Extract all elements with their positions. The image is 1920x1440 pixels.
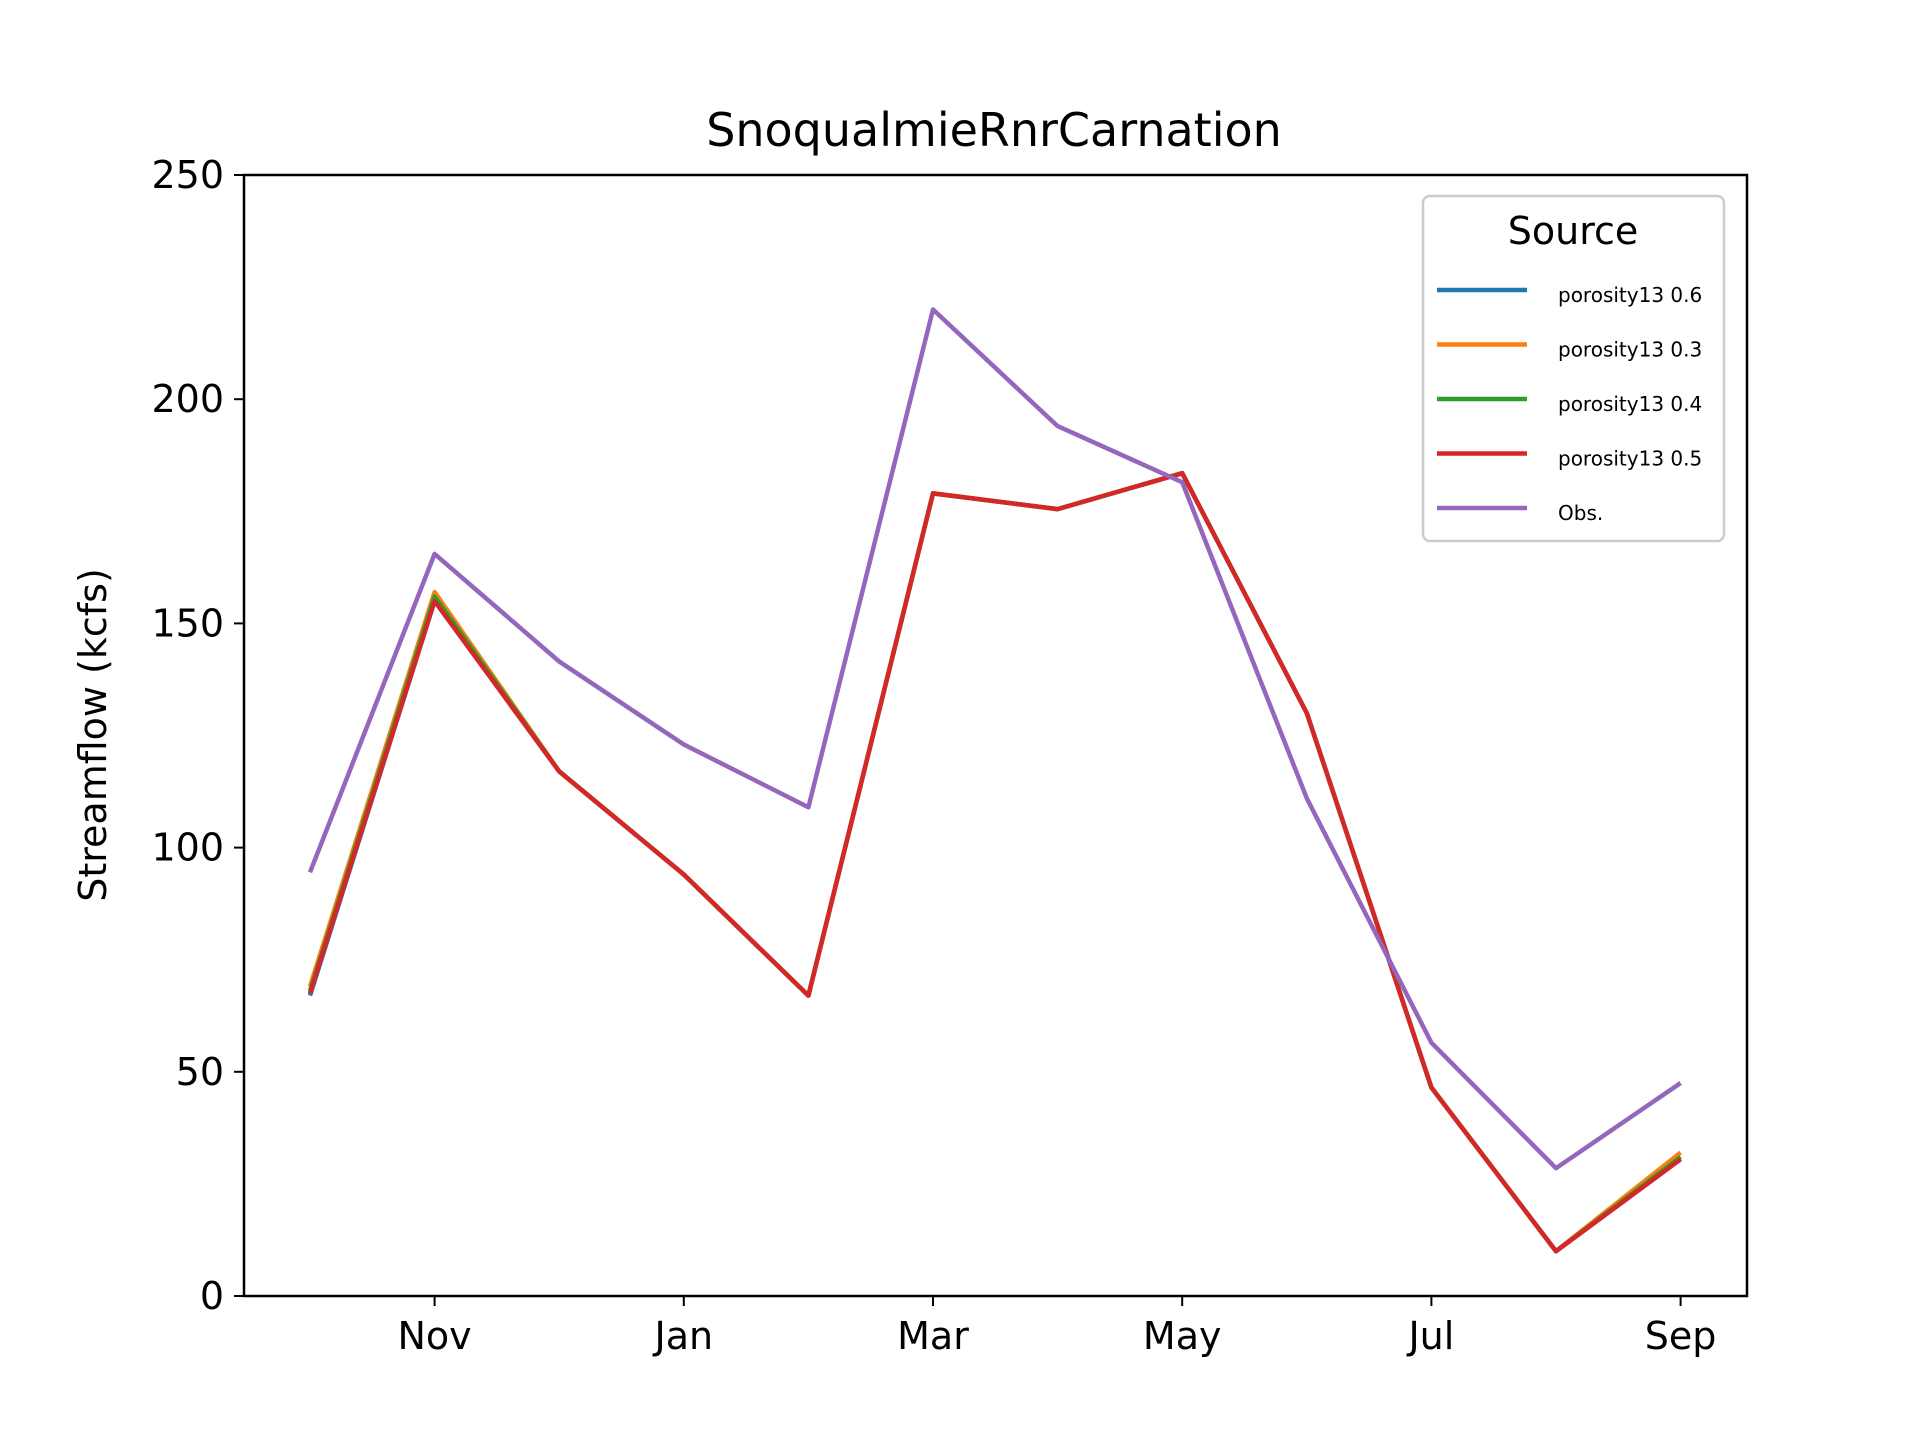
y-axis-label: Streamflow (kcfs) — [71, 568, 115, 902]
y-tick-label: 50 — [176, 1050, 224, 1094]
y-tick-label: 0 — [200, 1274, 224, 1318]
x-tick-label: Sep — [1645, 1314, 1717, 1358]
y-axis-ticks: 0 50 100 150 200 250 — [151, 153, 244, 1318]
legend-entry-label: porosity13 0.3 — [1558, 338, 1702, 362]
x-axis-ticks: Nov Jan Mar May Jul Sep — [398, 1296, 1717, 1358]
legend-title: Source — [1508, 209, 1639, 253]
x-tick-label: Jan — [653, 1314, 714, 1358]
series-line-4 — [307, 307, 1682, 1171]
x-tick-label: May — [1143, 1314, 1222, 1358]
plot-frame — [242, 173, 1749, 1298]
chart-title: SnoqualmieRnrCarnation — [706, 103, 1282, 157]
x-tick-label: Jul — [1406, 1314, 1454, 1358]
series-line-3 — [307, 470, 1682, 1254]
y-tick-label: 150 — [151, 601, 224, 645]
legend-entry-label: porosity13 0.6 — [1558, 283, 1702, 307]
y-tick-label: 200 — [151, 377, 224, 421]
x-tick-label: Nov — [398, 1314, 472, 1358]
x-tick-label: Mar — [897, 1314, 969, 1358]
legend-entries: porosity13 0.6 porosity13 0.3 porosity13 0… — [1437, 283, 1702, 525]
y-tick-label: 100 — [151, 826, 224, 870]
y-tick-label: 250 — [151, 153, 224, 197]
legend-entry-label: porosity13 0.4 — [1558, 392, 1702, 416]
legend-entry-label: porosity13 0.5 — [1558, 447, 1702, 471]
legend-entry-label: Obs. — [1558, 501, 1603, 525]
plot-lines — [307, 307, 1682, 1254]
